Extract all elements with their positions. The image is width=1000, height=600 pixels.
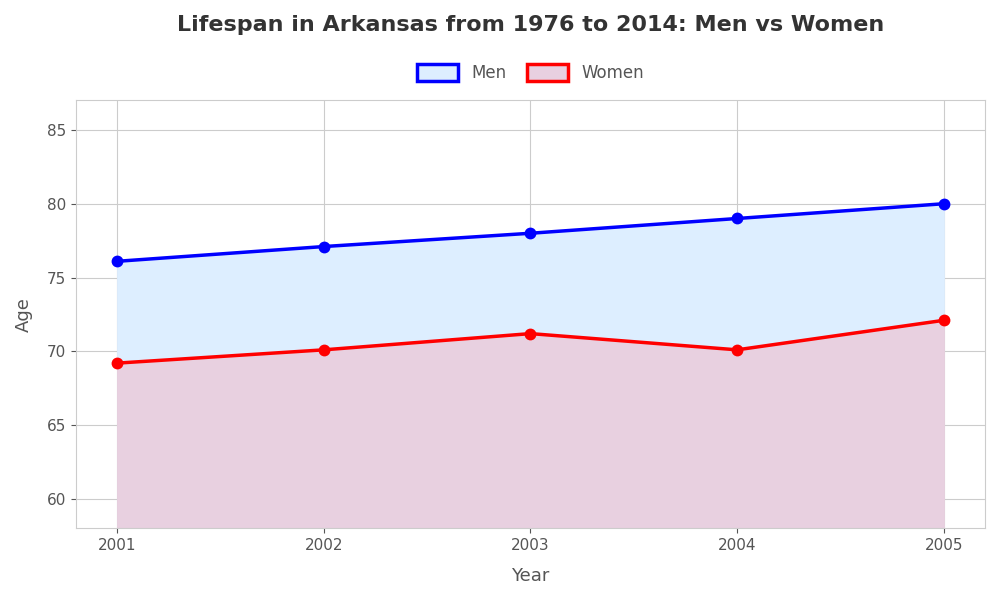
Title: Lifespan in Arkansas from 1976 to 2014: Men vs Women: Lifespan in Arkansas from 1976 to 2014: … xyxy=(177,15,884,35)
Legend: Men, Women: Men, Women xyxy=(410,58,651,89)
Y-axis label: Age: Age xyxy=(15,297,33,332)
X-axis label: Year: Year xyxy=(511,567,550,585)
